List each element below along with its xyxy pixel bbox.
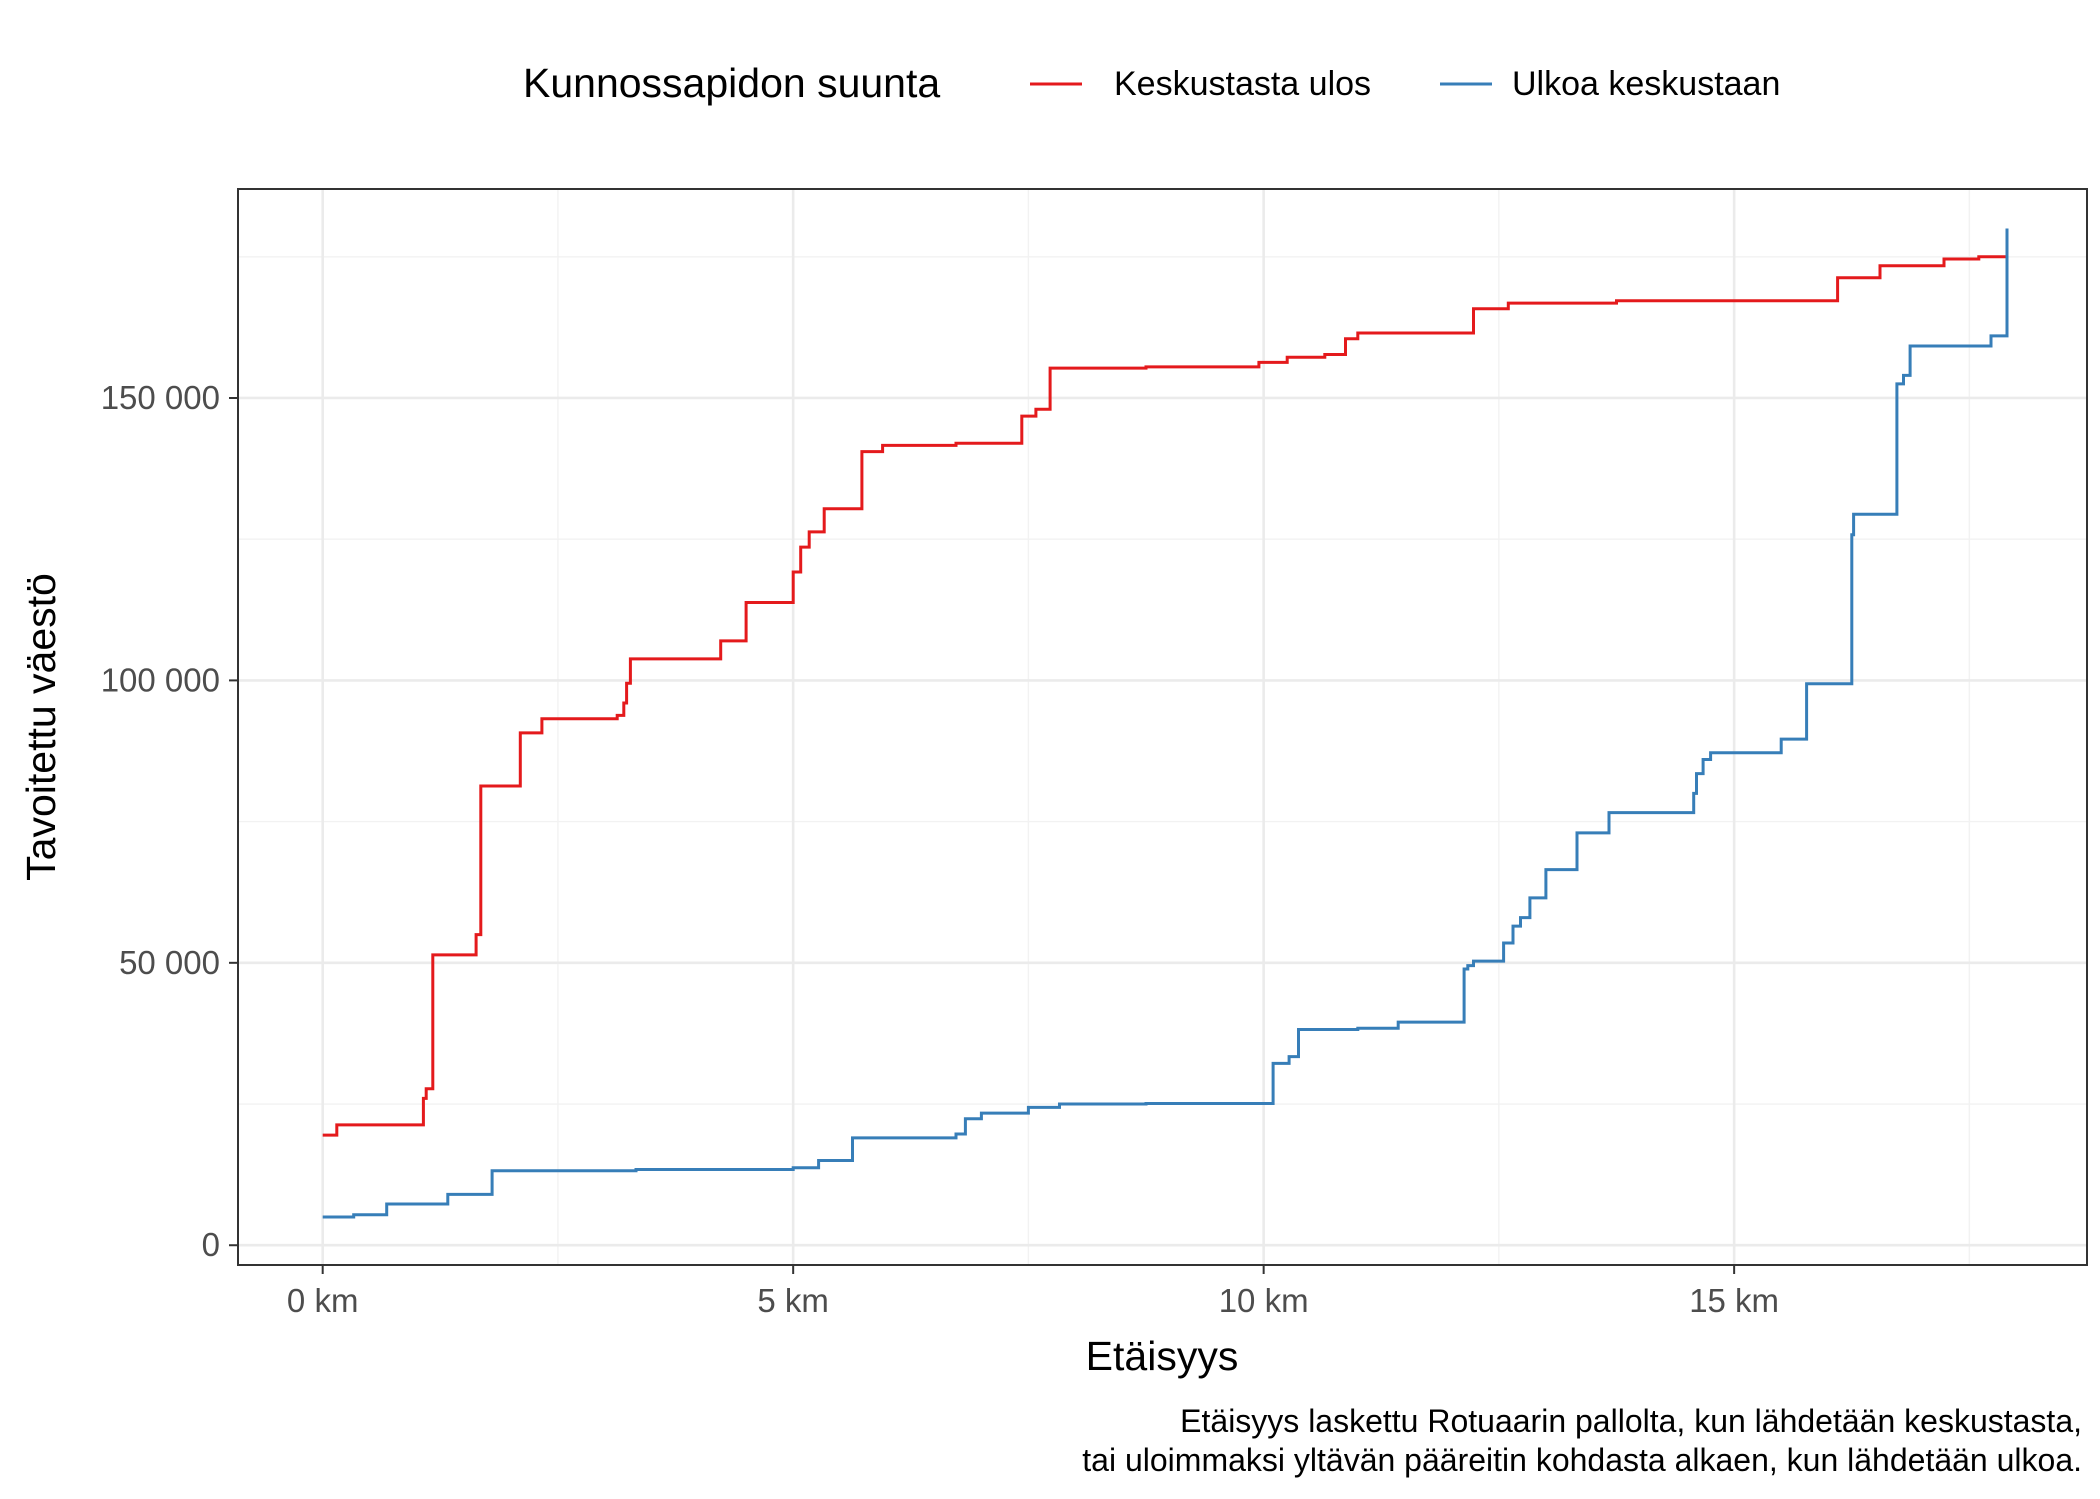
y-tick-label-2: 100 000: [101, 661, 220, 698]
legend-label-series-0: Keskustasta ulos: [1114, 65, 1371, 103]
x-tick-label-1: 5 km: [757, 1282, 829, 1319]
x-axis-title: Etäisyys: [1086, 1333, 1239, 1379]
y-tick-label-3: 150 000: [101, 379, 220, 416]
x-tick-label-3: 15 km: [1689, 1282, 1779, 1319]
y-tick-label-1: 50 000: [119, 944, 220, 981]
y-axis-title: Tavoitettu väestö: [18, 573, 64, 881]
plot-panel-border: [237, 188, 2088, 1266]
x-tick-label-0: 0 km: [287, 1282, 359, 1319]
x-axis: 0 km 5 km 10 km 15 km: [287, 1265, 1779, 1319]
y-axis: 0 50 000 100 000 150 000: [101, 379, 238, 1263]
caption-line-1: Etäisyys laskettu Rotuaarin pallolta, ku…: [1180, 1403, 2082, 1439]
legend: Kunnossapidon suunta Keskustasta ulos Ul…: [523, 60, 1780, 106]
caption-line-2: tai uloimmaksi yltävän pääreitin kohdast…: [1082, 1442, 2082, 1478]
series-layer: [322, 228, 2009, 1219]
legend-label-series-1: Ulkoa keskustaan: [1512, 65, 1780, 103]
series-line-1: [322, 228, 2009, 1219]
y-tick-label-0: 0: [202, 1226, 220, 1263]
series-line-0: [322, 255, 2007, 1137]
x-tick-label-2: 10 km: [1219, 1282, 1309, 1319]
legend-title: Kunnossapidon suunta: [523, 60, 940, 106]
